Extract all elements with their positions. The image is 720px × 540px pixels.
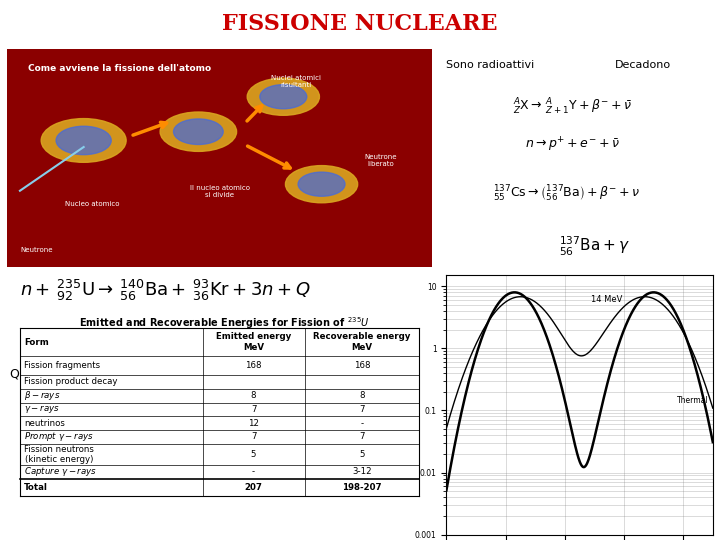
- Text: Fission fragments: Fission fragments: [24, 361, 100, 370]
- Text: 5: 5: [359, 450, 364, 459]
- Text: Form: Form: [24, 338, 49, 347]
- Text: 7: 7: [359, 405, 364, 414]
- Text: $^{A}_{Z}\mathrm{X}\rightarrow\,^{A}_{Z+1}\mathrm{Y}+\beta^{-}+\bar{\nu}$: $^{A}_{Z}\mathrm{X}\rightarrow\,^{A}_{Z+…: [513, 97, 632, 117]
- Circle shape: [260, 85, 307, 109]
- Text: Total: Total: [24, 483, 48, 492]
- Text: Emitted energy
MeV: Emitted energy MeV: [216, 333, 291, 352]
- Circle shape: [41, 119, 126, 163]
- Circle shape: [247, 78, 320, 116]
- Text: -: -: [252, 468, 255, 476]
- Circle shape: [56, 126, 112, 154]
- Circle shape: [160, 112, 237, 151]
- Text: 8: 8: [251, 391, 256, 400]
- Text: Capture $\gamma-rays$: Capture $\gamma-rays$: [24, 465, 97, 478]
- Text: Thermal: Thermal: [678, 396, 709, 406]
- Text: $n+\,^{235}_{92}\mathrm{U}\rightarrow\,^{140}_{56}\mathrm{Ba}+\,^{93}_{36}\mathr: $n+\,^{235}_{92}\mathrm{U}\rightarrow\,^…: [20, 278, 311, 303]
- Text: 3-12: 3-12: [352, 468, 372, 476]
- Text: -: -: [360, 418, 364, 428]
- Text: Emitted and Recoverable Energies for Fission of $^{235}U$: Emitted and Recoverable Energies for Fis…: [79, 315, 370, 331]
- Text: 168: 168: [246, 361, 262, 370]
- Text: neutrinos: neutrinos: [24, 418, 65, 428]
- Text: Come avviene la fissione dell'atomo: Come avviene la fissione dell'atomo: [29, 64, 212, 73]
- Text: 7: 7: [251, 433, 256, 442]
- Text: 198-207: 198-207: [342, 483, 382, 492]
- Text: 5: 5: [251, 450, 256, 459]
- Text: 207: 207: [245, 483, 263, 492]
- Circle shape: [285, 166, 358, 203]
- Text: FISSIONE NUCLEARE: FISSIONE NUCLEARE: [222, 13, 498, 35]
- Text: Fission neutrons
(kinetic energy): Fission neutrons (kinetic energy): [24, 445, 94, 464]
- Text: Q: Q: [9, 368, 19, 381]
- Text: Fission product decay: Fission product decay: [24, 377, 117, 387]
- Text: Decadono: Decadono: [615, 59, 670, 70]
- Text: Neutrone
liberato: Neutrone liberato: [365, 153, 397, 166]
- Text: 8: 8: [359, 391, 364, 400]
- Text: $n\rightarrow p^{+}+e^{-}+\bar{\nu}$: $n\rightarrow p^{+}+e^{-}+\bar{\nu}$: [525, 136, 620, 154]
- Circle shape: [174, 119, 223, 145]
- Text: Nuclei atomici
risultanti: Nuclei atomici risultanti: [271, 75, 321, 88]
- Text: Neutrone: Neutrone: [20, 247, 53, 253]
- Text: Sono radioattivi: Sono radioattivi: [446, 59, 534, 70]
- Text: Recoverable energy
MeV: Recoverable energy MeV: [313, 333, 410, 352]
- Circle shape: [298, 172, 345, 196]
- Text: Il nucleo atomico
si divide: Il nucleo atomico si divide: [189, 185, 250, 198]
- Text: 7: 7: [251, 405, 256, 414]
- Text: $^{137}_{56}\mathrm{Ba}+\gamma$: $^{137}_{56}\mathrm{Ba}+\gamma$: [559, 234, 631, 258]
- Text: 12: 12: [248, 418, 259, 428]
- Text: $\beta-rays$: $\beta-rays$: [24, 389, 60, 402]
- Text: $\gamma-rays$: $\gamma-rays$: [24, 403, 60, 415]
- Text: 168: 168: [354, 361, 370, 370]
- Text: $^{137}_{55}\mathrm{Cs}\rightarrow\left(^{137}_{56}\mathrm{Ba}\right)+\beta^{-}+: $^{137}_{55}\mathrm{Cs}\rightarrow\left(…: [493, 184, 640, 204]
- Text: 14 MeV: 14 MeV: [591, 295, 623, 305]
- Text: Nucleo atomico: Nucleo atomico: [65, 201, 120, 207]
- Text: 7: 7: [359, 433, 364, 442]
- Text: Prompt $\gamma-rays$: Prompt $\gamma-rays$: [24, 430, 94, 443]
